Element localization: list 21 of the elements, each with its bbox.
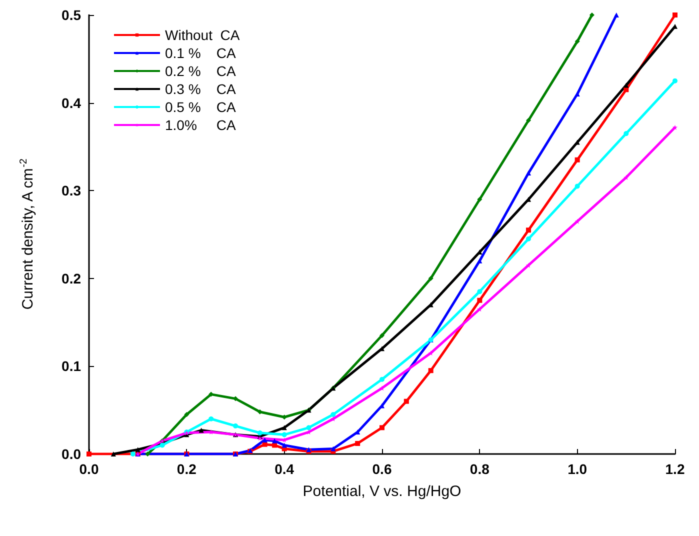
legend-label: 0.5 % CA (165, 99, 236, 115)
x-tick-label: 0.8 (470, 461, 490, 477)
y-tick-label: 0.2 (62, 270, 82, 286)
y-axis-title: Current density, A cm-2 (18, 158, 36, 310)
y-tick-label: 0.3 (62, 182, 82, 199)
x-tick-label: 0.4 (274, 461, 294, 477)
y-tick-label: 0.4 (62, 94, 82, 111)
y-tick-label: 0.5 (62, 7, 82, 23)
legend-label: 1.0% CA (165, 117, 236, 133)
x-axis-title: Potential, V vs. Hg/HgO (302, 483, 462, 500)
x-tick-label: 0.6 (372, 461, 392, 477)
x-tick-label: 1.2 (665, 461, 685, 477)
legend-label: 0.3 % CA (165, 81, 236, 97)
y-tick-label: 0.0 (62, 446, 82, 462)
x-tick-label: 0.0 (79, 461, 99, 477)
legend-label: 0.1 % CA (165, 45, 236, 61)
x-tick-label: 0.2 (176, 461, 197, 477)
y-tick-label: 0.1 (62, 358, 82, 374)
x-tick-label: 1.0 (568, 461, 588, 477)
legend-label: Without CA (165, 27, 240, 43)
legend-label: 0.2 % CA (165, 63, 236, 79)
